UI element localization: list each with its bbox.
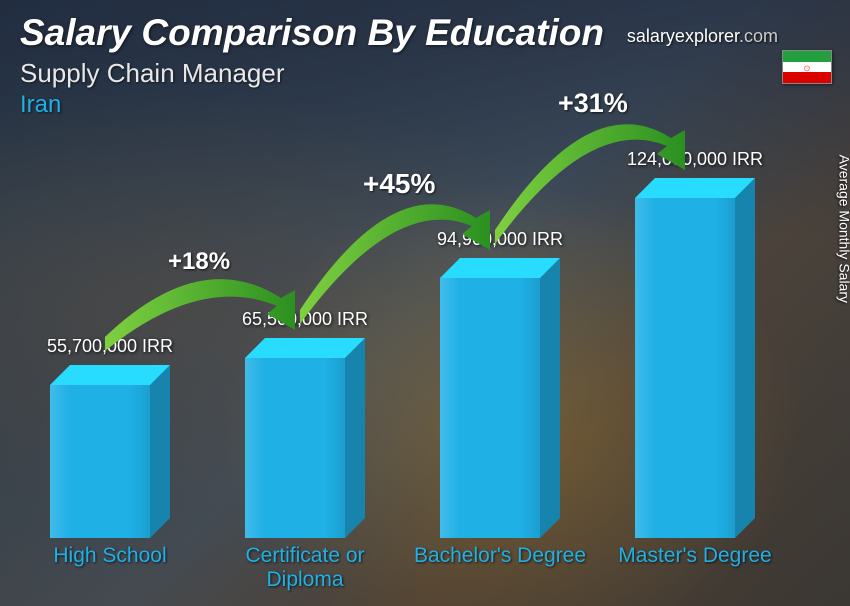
flag-stripe-red — [783, 72, 831, 83]
arc-arrow-shape — [495, 124, 685, 244]
brand-logo-text: salaryexplorer.com — [627, 26, 778, 47]
country-flag-iran: ۞ — [782, 50, 832, 84]
bar-category-label: Master's Degree — [605, 544, 785, 568]
brand-name: salaryexplorer — [627, 26, 739, 46]
arc-arrow-shape — [300, 204, 490, 324]
bar-side — [150, 365, 170, 538]
arc-arrow-shape — [105, 279, 295, 351]
increase-percent-label: +18% — [168, 248, 230, 276]
flag-stripe-white: ۞ — [783, 62, 831, 73]
bar-front — [245, 358, 345, 538]
bar-group: 65,500,000 IRRCertificate or Diploma — [245, 358, 365, 538]
flag-emblem: ۞ — [801, 61, 813, 73]
y-axis-label: Average Monthly Salary — [836, 155, 850, 303]
bar-front — [50, 385, 150, 538]
increase-percent-label: +31% — [558, 88, 628, 119]
bar-category-label: Bachelor's Degree — [410, 544, 590, 568]
bar-side — [735, 178, 755, 538]
bar-side — [345, 338, 365, 538]
bar-category-label: High School — [20, 544, 200, 568]
bar-chart: 55,700,000 IRRHigh School 65,500,000 IRRC… — [30, 126, 820, 586]
increase-percent-label: +45% — [363, 168, 435, 200]
bar-category-label: Certificate or Diploma — [215, 544, 395, 592]
brand-tld: .com — [739, 26, 778, 46]
bar-group: 55,700,000 IRRHigh School — [50, 385, 170, 538]
bar-side — [540, 258, 560, 538]
